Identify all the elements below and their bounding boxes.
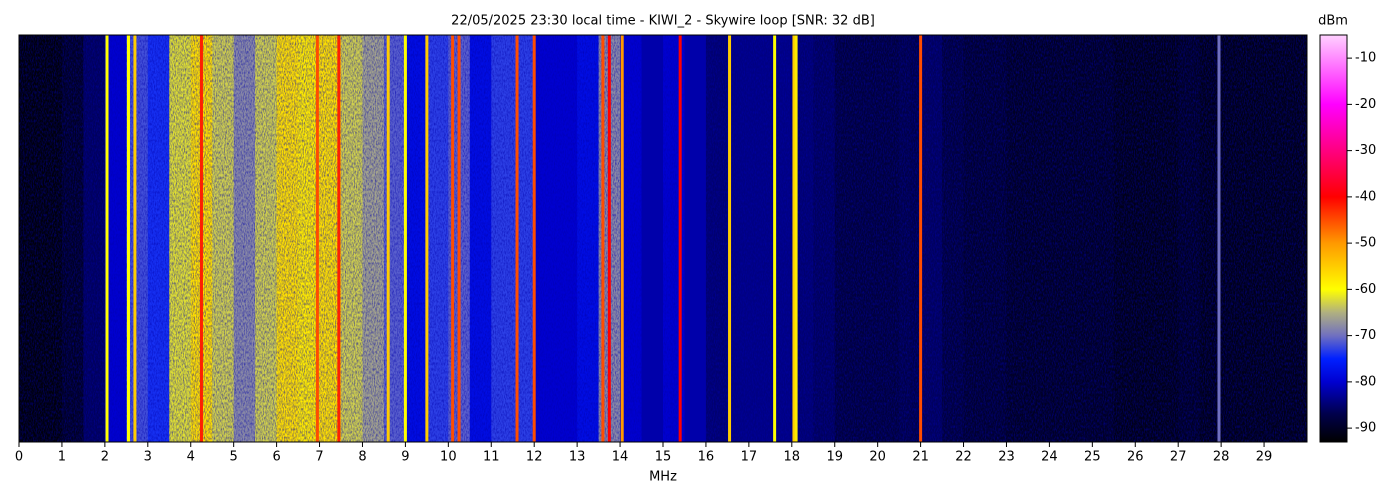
x-tick-label: 18: [784, 450, 801, 465]
signal-line: [620, 35, 624, 442]
signal-line: [532, 35, 536, 442]
signal-line: [199, 35, 203, 442]
signal-line: [601, 35, 605, 442]
x-tick-label: 9: [401, 450, 409, 465]
signal-line: [919, 35, 923, 442]
signal-line: [457, 35, 461, 442]
x-tick-label: 11: [483, 450, 500, 465]
colorbar-tick-label: -20: [1355, 97, 1376, 112]
x-tick-label: 17: [741, 450, 758, 465]
colorbar-tick-label: -30: [1355, 143, 1376, 158]
signal-line: [794, 35, 798, 442]
x-tick-label: 10: [440, 450, 457, 465]
x-tick-label: 21: [912, 450, 929, 465]
colorbar: [1319, 34, 1348, 443]
x-tick-label: 28: [1213, 450, 1230, 465]
x-tick-label: 7: [315, 450, 323, 465]
signal-line: [105, 35, 109, 442]
x-tick-label: 3: [144, 450, 152, 465]
x-tick-label: 27: [1170, 450, 1187, 465]
x-tick-label: 4: [187, 450, 195, 465]
plot-area: [19, 35, 1308, 442]
colorbar-tick-label: -60: [1355, 282, 1376, 297]
x-tick-label: 16: [698, 450, 715, 465]
signal-line: [315, 35, 319, 442]
colorbar-tick-label: -50: [1355, 236, 1376, 251]
x-tick-label: 20: [869, 450, 886, 465]
x-tick-label: 19: [826, 450, 843, 465]
x-axis-label: MHz: [649, 470, 677, 485]
signal-line: [607, 35, 611, 442]
colorbar-tick-label: -10: [1355, 51, 1376, 66]
signal-line: [337, 35, 341, 442]
signal-line: [1217, 35, 1221, 442]
x-tick-label: 25: [1084, 450, 1101, 465]
x-tick-label: 2: [101, 450, 109, 465]
x-tick-label: 24: [1041, 450, 1058, 465]
signal-line: [515, 35, 519, 442]
x-tick-label: 1: [58, 450, 66, 465]
x-tick-label: 14: [612, 450, 629, 465]
x-tick-label: 15: [655, 450, 672, 465]
colorbar-tick-label: -80: [1355, 374, 1376, 389]
x-tick-label: 29: [1256, 450, 1273, 465]
signal-line: [403, 35, 407, 442]
signal-line: [386, 35, 390, 442]
x-tick-label: 23: [998, 450, 1015, 465]
colorbar-tick-label: -90: [1355, 421, 1376, 436]
signal-line: [773, 35, 777, 442]
signal-line: [425, 35, 429, 442]
signal-line: [126, 35, 130, 442]
chart-title: 22/05/2025 23:30 local time - KIWI_2 - S…: [451, 14, 875, 29]
x-tick-label: 6: [272, 450, 280, 465]
colorbar-tick-label: -70: [1355, 328, 1376, 343]
signal-line: [133, 35, 137, 442]
signal-line: [451, 35, 455, 442]
x-tick-label: 13: [569, 450, 586, 465]
x-tick-label: 26: [1127, 450, 1144, 465]
noise-texture: [19, 35, 1307, 442]
signal-line: [792, 35, 796, 442]
colorbar-tick-label: -40: [1355, 189, 1376, 204]
signal-line: [678, 35, 682, 442]
x-tick-label: 5: [230, 450, 238, 465]
x-tick-label: 0: [15, 450, 23, 465]
x-tick-label: 22: [955, 450, 972, 465]
x-tick-label: 12: [526, 450, 543, 465]
x-tick-label: 8: [358, 450, 366, 465]
signal-line: [728, 35, 732, 442]
colorbar-label: dBm: [1318, 14, 1348, 29]
